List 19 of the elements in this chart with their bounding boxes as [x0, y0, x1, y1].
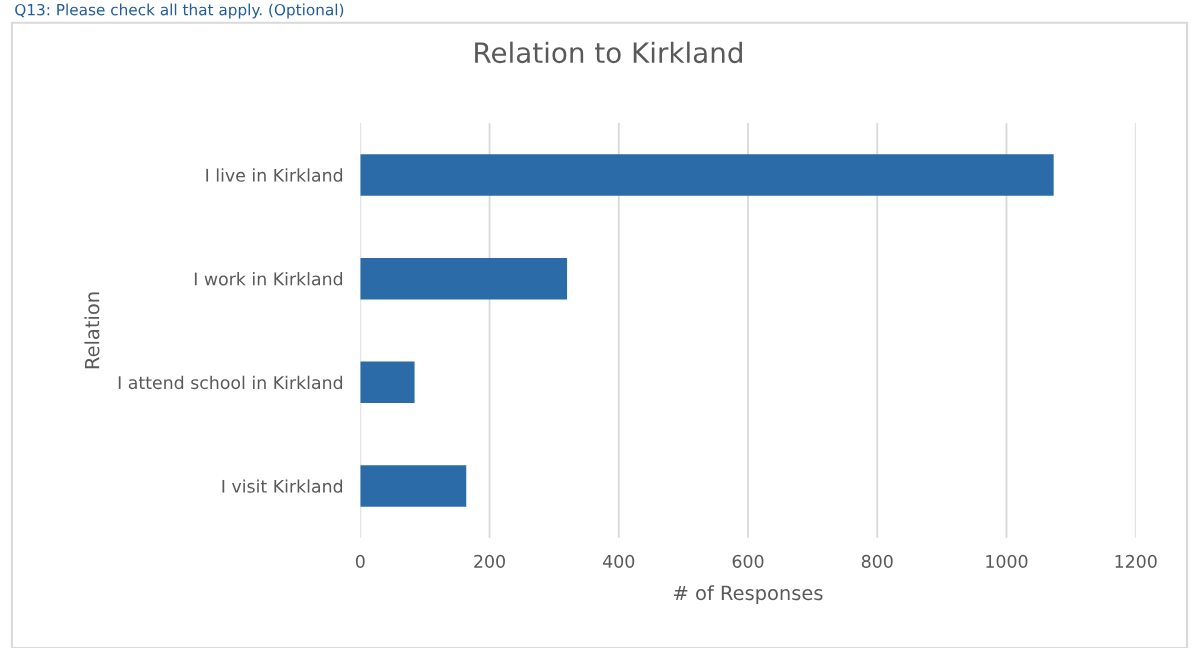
- y-tick-label: I attend school in Kirkland: [118, 375, 343, 390]
- x-tick-label: 1200: [1115, 554, 1157, 568]
- bar: [360, 361, 415, 404]
- x-tick-label: 0: [355, 554, 365, 568]
- x-tick-label: 600: [732, 554, 764, 568]
- bar: [360, 154, 1054, 196]
- y-tick-label: I work in Kirkland: [194, 272, 343, 286]
- x-axis-title: # of Responses: [674, 585, 823, 605]
- x-tick-label: 200: [474, 554, 505, 568]
- y-tick-label: I visit Kirkland: [222, 479, 343, 493]
- bar: [360, 257, 568, 300]
- x-tick-label: 1000: [986, 554, 1028, 568]
- y-tick-label: I live in Kirkland: [206, 168, 343, 182]
- x-tick-label: 400: [603, 554, 635, 568]
- y-axis-title: Relation: [84, 292, 100, 369]
- chart-title: Relation to Kirkland: [475, 41, 742, 64]
- text: Q13: Please check all that apply. (Optional): [15, 3, 344, 19]
- bar: [360, 465, 467, 507]
- x-tick-label: 800: [861, 554, 893, 568]
